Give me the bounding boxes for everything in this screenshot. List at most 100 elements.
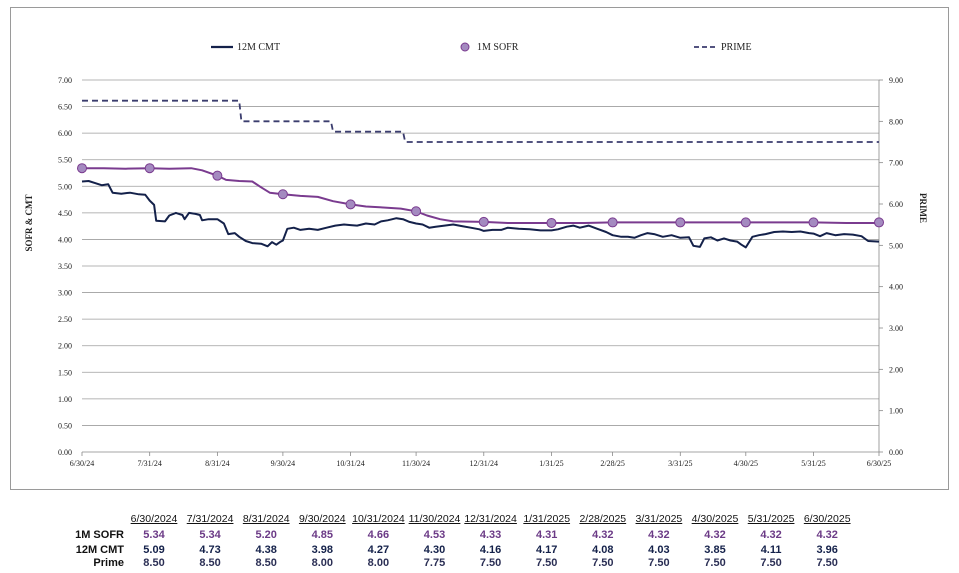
table-cell: 7.50 [704, 557, 726, 569]
right-axis-title: PRIME [918, 193, 928, 223]
x-tick-label: 10/31/24 [336, 459, 364, 468]
table-cell: 4.32 [704, 529, 726, 541]
sofr-marker [478, 216, 489, 227]
table-cell: 3.98 [311, 544, 333, 556]
table-cell: 5.34 [143, 529, 165, 541]
table-cell: 8.50 [255, 557, 277, 569]
table-cell: 3.96 [816, 544, 838, 556]
series-line-prime [82, 99, 879, 143]
sofr-marker [740, 217, 751, 228]
left-tick-label: 3.00 [58, 289, 72, 298]
series-lines [81, 99, 880, 249]
table-cell: 7.50 [479, 557, 502, 569]
table-cell: 4.32 [760, 529, 782, 541]
table-cell: 4.33 [479, 529, 502, 541]
left-tick-label: 6.50 [58, 103, 72, 112]
left-tick-label: 0.00 [58, 448, 72, 457]
table-row-label: 1M SOFR [75, 529, 124, 541]
x-axis-ticks: 6/30/24 7/31/24 8/31/24 9/30/24 10/31/24 11/3… [70, 452, 891, 468]
table-cell: 7.50 [535, 557, 558, 569]
right-tick-label: 8.00 [889, 117, 903, 126]
right-tick-label: 6.00 [889, 200, 903, 209]
sofr-marker [212, 170, 223, 181]
left-tick-label: 6.00 [58, 129, 72, 138]
left-tick-label: 1.00 [58, 395, 72, 404]
right-tick-label: 4.00 [889, 283, 903, 292]
x-tick-label: 9/30/24 [271, 459, 295, 468]
x-tick-label: 6/30/25 [867, 459, 891, 468]
x-tick-label: 7/31/24 [137, 459, 161, 468]
table-header: 10/31/2024 [352, 513, 405, 525]
table-header: 1/31/2025 [523, 513, 571, 525]
table-cell: 5.34 [199, 529, 221, 541]
table-cell: 7.50 [760, 557, 782, 569]
table-cell: 4.08 [592, 544, 614, 556]
legend-prime-label: PRIME [721, 42, 752, 53]
sofr-marker [77, 163, 87, 174]
table-cell: 7.50 [648, 557, 670, 569]
x-tick-label: 11/30/24 [402, 459, 430, 468]
sofr-marker [345, 199, 356, 210]
table-cell: 4.53 [423, 529, 446, 541]
left-axis-title: SOFR & CMT [24, 195, 34, 252]
table-header: 6/30/2024 [130, 513, 178, 525]
right-tick-label: 9.00 [889, 76, 903, 85]
table-header: 6/30/2025 [803, 513, 851, 525]
table-cell: 3.85 [704, 544, 726, 556]
table-cell: 4.03 [648, 544, 670, 556]
sofr-marker [546, 217, 557, 228]
table-cell: 8.00 [311, 557, 333, 569]
left-tick-label: 2.00 [58, 342, 72, 351]
sofr-marker [874, 217, 884, 228]
right-tick-label: 3.00 [889, 324, 903, 333]
sofr-marker [277, 189, 288, 200]
gridlines [82, 79, 880, 453]
table-cell: 4.27 [367, 544, 390, 556]
right-tick-label: 0.00 [889, 448, 903, 457]
x-tick-label: 8/31/24 [205, 459, 229, 468]
table-header: 9/30/2024 [298, 513, 346, 525]
table-cell: 4.73 [199, 544, 221, 556]
table-cell: 4.85 [311, 529, 333, 541]
table-header: 2/28/2025 [579, 513, 627, 525]
legend-cmt-label: 12M CMT [237, 42, 280, 53]
table-header: 12/31/2024 [464, 513, 517, 525]
table-cell: 8.50 [199, 557, 221, 569]
table-cell: 4.16 [479, 544, 502, 556]
table-cell: 4.38 [255, 544, 277, 556]
table-header: 8/31/2024 [242, 513, 290, 525]
legend-sofr-swatch [460, 42, 470, 52]
table-cell: 4.31 [535, 529, 558, 541]
right-tick-label: 5.00 [889, 241, 903, 250]
x-tick-label: 5/31/25 [801, 459, 825, 468]
right-tick-label: 7.00 [889, 159, 903, 168]
table-header: 5/31/2025 [747, 513, 795, 525]
sofr-markers [77, 163, 884, 228]
rate-chart: 0.00 0.50 1.00 1.50 2.00 2.50 3.00 3.50 4.00 4.50… [24, 42, 928, 468]
table-cell: 4.30 [423, 544, 446, 556]
x-tick-label: 2/28/25 [600, 459, 624, 468]
table-cell: 4.17 [535, 544, 558, 556]
series-line-12m-cmt [81, 180, 880, 249]
table-cell: 8.50 [143, 557, 165, 569]
table-cell: 4.32 [648, 529, 670, 541]
left-axis-ticks: 0.00 0.50 1.00 1.50 2.00 2.50 3.00 3.50 4.00 4.50… [58, 76, 72, 457]
left-tick-label: 7.00 [58, 76, 72, 85]
left-tick-label: 3.50 [58, 262, 72, 271]
left-tick-label: 2.50 [58, 315, 72, 324]
right-tick-label: 2.00 [889, 365, 903, 374]
right-axis-ticks: 0.00 1.00 2.00 3.00 4.00 5.00 6.00 7.00 8.00 9.00 [879, 76, 903, 457]
sofr-marker [808, 217, 819, 228]
left-tick-label: 1.50 [58, 368, 72, 377]
series-line-1m-sofr [82, 167, 879, 224]
x-tick-label: 3/31/25 [668, 459, 692, 468]
left-tick-label: 5.00 [58, 182, 72, 191]
table-cell: 4.66 [367, 529, 390, 541]
sofr-marker [675, 217, 686, 228]
data-table: 6/30/2024 7/31/2024 8/31/2024 9/30/2024 10/3… [0, 513, 959, 573]
table-cell: 5.20 [255, 529, 277, 541]
left-tick-label: 4.00 [58, 235, 72, 244]
table-row-label: Prime [93, 557, 124, 569]
table-cell: 4.32 [592, 529, 614, 541]
table-cell: 4.32 [816, 529, 838, 541]
